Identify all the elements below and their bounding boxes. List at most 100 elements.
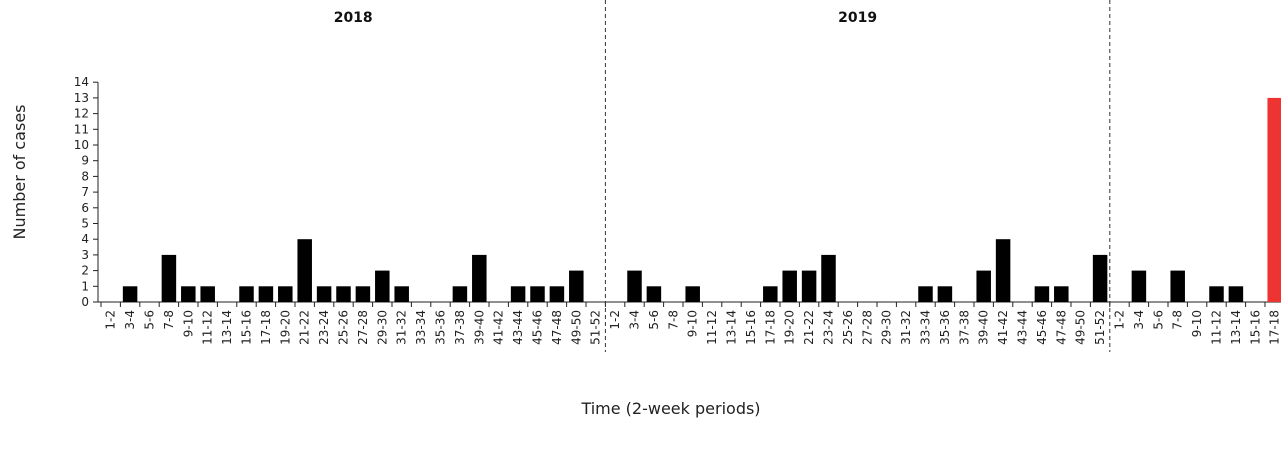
x-tick-label: 3-4 [123,310,137,330]
bar-2019-19-20 [782,270,797,302]
x-tick-label: 47-48 [1054,310,1068,345]
y-tick-label: 2 [81,264,89,278]
bar-2018-31-32 [394,286,409,302]
year-label-2019: 2019 [838,10,877,26]
x-tick-label: 13-14 [725,310,739,345]
bar-2020-13-14 [1228,286,1244,302]
bar-2018-9-10 [181,286,196,302]
x-tick-label: 43-44 [1016,310,1030,345]
bar-2019-41-42 [995,239,1011,302]
bar-2018-7-8 [161,254,177,302]
x-tick-label: 21-22 [802,310,816,345]
y-tick-label: 6 [81,201,89,215]
x-tick-label: 19-20 [278,310,292,345]
x-tick-label: 29-30 [375,310,389,345]
x-tick-label: 1-2 [1113,310,1127,330]
x-tick-label: 41-42 [996,310,1010,345]
bar-2018-43-44 [510,286,526,302]
x-tick-label: 31-32 [395,310,409,345]
x-tick-label: 39-40 [977,310,991,345]
x-tick-label: 31-32 [899,310,913,345]
x-tick-label: 15-16 [240,310,254,345]
bar-2019-5-6 [646,286,662,302]
bar-2018-45-46 [530,286,545,302]
x-tick-label: 13-14 [1229,310,1243,345]
y-tick-label: 9 [81,154,89,168]
bar-2020-17-18 [1267,97,1281,303]
x-tick-label: 11-12 [1210,310,1224,345]
x-tick-label: 33-34 [919,310,933,345]
x-tick-label: 35-36 [434,310,448,345]
bar-2019-17-18 [763,286,778,302]
x-tick-label: 33-34 [414,310,428,345]
x-tick-label: 23-24 [822,310,836,345]
bar-2018-25-26 [336,286,351,302]
bar-2018-23-24 [316,286,332,302]
x-tick-label: 51-52 [1093,310,1107,345]
year-label-2018: 2018 [334,10,373,26]
bar-2018-49-50 [569,270,584,302]
bar-2018-19-20 [278,286,293,302]
x-tick-label: 51-52 [589,310,603,345]
x-tick-label: 37-38 [957,310,971,345]
bar-2019-3-4 [627,270,642,302]
y-tick-label: 14 [74,75,89,89]
x-tick-label: 45-46 [1035,310,1049,345]
bar-2018-15-16 [239,286,254,302]
x-axis: 1-2 3-4 5-6 7-8 9-10 11-12 13-14 15-16 17-18 19-2… [98,301,1281,345]
x-tick-label: 25-26 [841,310,855,345]
bar-2018-11-12 [200,286,215,302]
x-tick-label: 25-26 [337,310,351,345]
bar-2018-39-40 [472,254,487,302]
x-tick-label: 15-16 [1248,310,1262,345]
bar-2019-9-10 [685,286,700,302]
x-tick-label: 7-8 [162,310,176,330]
x-tick-label: 9-10 [686,310,700,337]
y-tick-label: 5 [81,217,89,231]
x-tick-label: 47-48 [550,310,564,345]
x-tick-label: 27-28 [860,310,874,345]
bar-2019-23-24 [821,254,836,302]
bar-2019-39-40 [976,270,991,302]
y-tick-label: 13 [74,91,89,105]
bar-2020-11-12 [1209,286,1224,302]
x-tick-label: 15-16 [744,310,758,345]
y-tick-label: 0 [81,295,89,309]
x-tick-label: 5-6 [647,310,661,330]
y-tick-label: 10 [74,138,89,152]
x-tick-label: 17-18 [259,310,273,345]
bar-2020-7-8 [1170,270,1185,302]
bar-2018-29-30 [375,270,390,302]
bar-2018-37-38 [452,286,468,302]
y-tick-label: 8 [81,169,89,183]
x-tick-label: 21-22 [298,310,312,345]
year-labels: 201820192020 [334,10,877,26]
bar-2018-17-18 [258,286,274,302]
bar-2020-3-4 [1131,270,1147,302]
x-tick-label: 49-50 [1074,310,1088,345]
y-tick-label: 1 [81,279,89,293]
bar-2018-3-4 [122,286,138,302]
bar-2019-47-48 [1054,286,1069,302]
x-tick-label: 39-40 [472,310,486,345]
x-tick-label: 3-4 [628,310,642,330]
x-tick-label: 41-42 [492,310,506,345]
bar-2018-21-22 [297,239,312,302]
x-tick-label: 11-12 [705,310,719,345]
bar-2019-35-36 [937,286,953,302]
x-tick-label: 9-10 [181,310,195,337]
x-tick-label: 5-6 [1151,310,1165,330]
y-tick-label: 4 [81,232,89,246]
x-tick-label: 19-20 [783,310,797,345]
x-tick-label: 13-14 [220,310,234,345]
x-tick-label: 5-6 [143,310,157,330]
x-tick-label: 29-30 [880,310,894,345]
x-tick-label: 45-46 [531,310,545,345]
x-tick-label: 17-18 [1268,310,1281,345]
x-tick-label: 1-2 [608,310,622,330]
bar-2019-33-34 [918,286,933,302]
y-tick-label: 12 [74,107,89,121]
bar-2019-21-22 [801,270,817,302]
y-tick-label: 11 [74,122,89,136]
